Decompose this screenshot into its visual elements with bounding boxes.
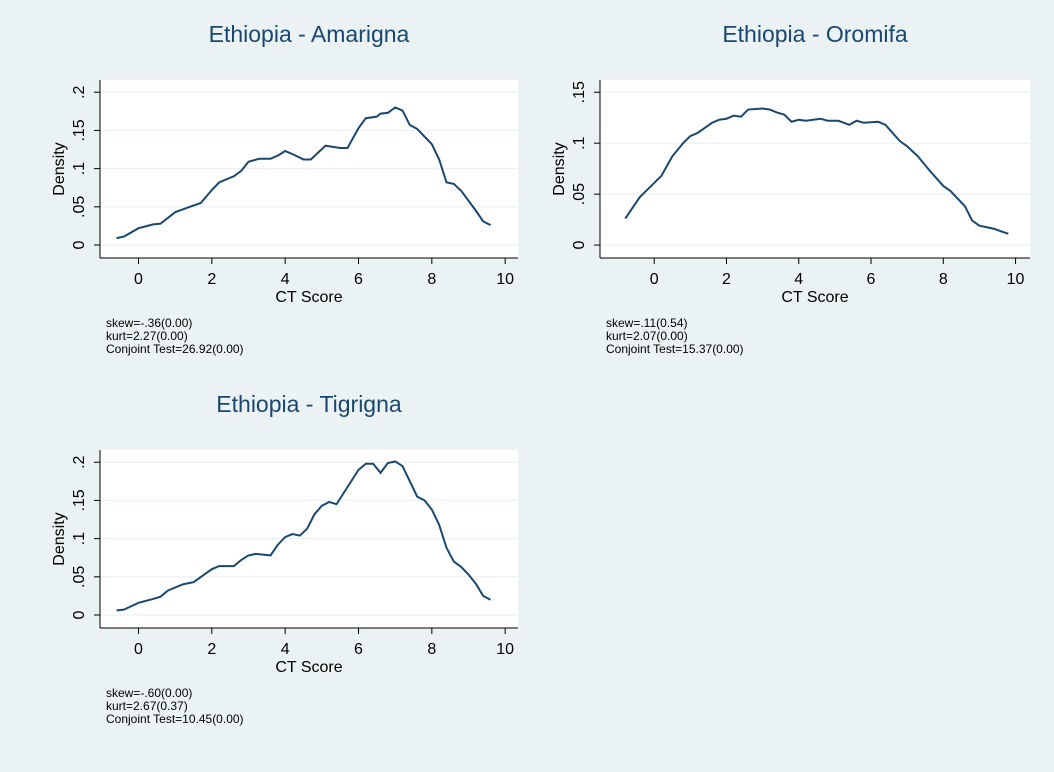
x-tick-label: 0 <box>134 271 143 288</box>
note: kurt=2.07(0.00) <box>606 329 688 343</box>
x-tick-label: 2 <box>207 641 216 658</box>
y-tick-label: .1 <box>71 162 88 175</box>
y-tick-label: .1 <box>571 136 588 149</box>
plot-area <box>600 80 1030 258</box>
x-axis-label: CT Score <box>275 289 342 306</box>
x-tick-label: 6 <box>354 641 363 658</box>
note: kurt=2.67(0.37) <box>106 699 188 713</box>
y-tick-label: 0 <box>571 241 588 250</box>
x-tick-label: 2 <box>207 271 216 288</box>
note: skew=-.36(0.00) <box>106 316 192 330</box>
y-tick-label: 0 <box>71 240 88 249</box>
x-tick-label: 4 <box>794 271 803 288</box>
x-tick-label: 10 <box>1007 271 1025 288</box>
density-line <box>116 106 491 240</box>
chart-title: Ethiopia - Amarigna <box>209 21 410 47</box>
x-tick-label: 2 <box>722 271 731 288</box>
y-axis-label: Density <box>51 142 68 195</box>
y-tick-label: .2 <box>71 85 88 98</box>
chart-title: Ethiopia - Oromifa <box>722 21 908 47</box>
y-tick-label: .15 <box>571 81 588 103</box>
y-tick-label: .2 <box>71 455 88 468</box>
x-axis-label: CT Score <box>275 659 342 676</box>
density-line <box>116 460 491 612</box>
note: skew=.11(0.54) <box>606 316 688 330</box>
density-line <box>624 107 1009 235</box>
note: skew=-.60(0.00) <box>106 686 192 700</box>
x-tick-label: 10 <box>496 271 514 288</box>
x-tick-label: 4 <box>281 641 290 658</box>
x-tick-label: 10 <box>496 641 514 658</box>
x-tick-label: 0 <box>650 271 659 288</box>
y-tick-label: .15 <box>71 119 88 141</box>
y-tick-label: .1 <box>71 532 88 545</box>
x-tick-label: 8 <box>427 271 436 288</box>
x-axis-label: CT Score <box>781 289 848 306</box>
y-axis-label: Density <box>51 512 68 565</box>
chart-title: Ethiopia - Tigrigna <box>216 391 402 417</box>
x-tick-label: 0 <box>134 641 143 658</box>
note: kurt=2.27(0.00) <box>106 329 188 343</box>
y-tick-label: .05 <box>571 183 588 205</box>
y-tick-label: .05 <box>71 566 88 588</box>
x-tick-label: 6 <box>354 271 363 288</box>
note: Conjoint Test=15.37(0.00) <box>606 342 744 356</box>
y-tick-label: .05 <box>71 196 88 218</box>
y-tick-label: .15 <box>71 489 88 511</box>
y-axis-label: Density <box>551 142 568 195</box>
x-tick-label: 4 <box>281 271 290 288</box>
x-tick-label: 6 <box>867 271 876 288</box>
note: Conjoint Test=10.45(0.00) <box>106 712 244 726</box>
note: Conjoint Test=26.92(0.00) <box>106 342 244 356</box>
y-tick-label: 0 <box>71 610 88 619</box>
x-tick-label: 8 <box>939 271 948 288</box>
x-tick-label: 8 <box>427 641 436 658</box>
